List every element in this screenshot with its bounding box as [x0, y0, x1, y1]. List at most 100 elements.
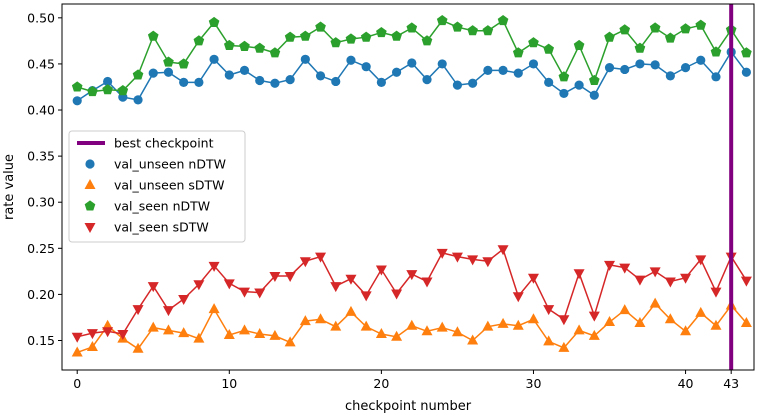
data-point-val_seen-sdtw	[619, 263, 631, 274]
data-point-val_unseen-ndtw	[391, 67, 402, 77]
data-point-val_unseen-sdtw	[710, 319, 722, 330]
data-point-val_seen-ndtw	[360, 31, 372, 42]
data-point-val_seen-sdtw	[664, 277, 676, 288]
data-point-val_seen-ndtw	[406, 22, 418, 33]
data-point-val_seen-sdtw	[604, 260, 616, 271]
data-point-val_seen-ndtw	[178, 58, 189, 69]
data-point-val_seen-sdtw	[193, 280, 205, 291]
data-point-val_unseen-ndtw	[270, 78, 280, 88]
data-point-val_unseen-ndtw	[103, 76, 113, 87]
data-point-val_unseen-ndtw	[483, 65, 493, 75]
data-point-val_unseen-ndtw	[285, 74, 295, 85]
data-point-val_seen-ndtw	[300, 30, 311, 41]
data-point-val_unseen-sdtw	[649, 297, 661, 308]
data-point-val_unseen-sdtw	[375, 328, 387, 339]
data-point-val_unseen-sdtw	[284, 336, 296, 347]
y-tick-label: 0.20	[27, 287, 55, 302]
data-point-val_unseen-ndtw	[620, 64, 630, 75]
data-point-val_unseen-ndtw	[133, 95, 143, 105]
data-point-val_unseen-ndtw	[209, 54, 219, 64]
data-point-val_unseen-ndtw	[696, 55, 706, 65]
data-point-val_seen-ndtw	[710, 46, 722, 57]
data-point-val_seen-ndtw	[117, 85, 129, 96]
data-point-val_seen-sdtw	[178, 295, 190, 306]
data-point-val_seen-sdtw	[345, 274, 357, 285]
data-point-val_seen-ndtw	[741, 47, 752, 58]
y-tick-label: 0.45	[27, 56, 55, 71]
legend-label-val_seen-ndtw: val_seen nDTW	[114, 199, 210, 214]
data-point-val_unseen-ndtw	[468, 78, 478, 88]
data-point-val_seen-sdtw	[299, 257, 311, 268]
data-point-val_unseen-sdtw	[86, 340, 98, 351]
data-point-val_unseen-sdtw	[330, 320, 342, 331]
data-point-val_seen-ndtw	[512, 47, 524, 58]
data-point-val_seen-ndtw	[269, 47, 281, 58]
data-point-val_unseen-ndtw	[239, 65, 250, 75]
data-point-val_seen-ndtw	[604, 31, 615, 42]
data-point-val_unseen-sdtw	[315, 313, 327, 324]
data-point-val_unseen-sdtw	[193, 332, 205, 343]
data-point-val_seen-sdtw	[634, 275, 646, 286]
data-point-val_seen-sdtw	[223, 279, 235, 290]
data-point-val_seen-ndtw	[497, 14, 509, 26]
data-point-val_unseen-ndtw	[72, 96, 82, 106]
data-point-val_seen-sdtw	[269, 271, 281, 282]
data-point-val_unseen-sdtw	[102, 319, 114, 330]
data-point-val_seen-ndtw	[193, 35, 205, 46]
data-point-val_seen-ndtw	[102, 84, 113, 95]
data-point-val_seen-sdtw	[86, 329, 98, 340]
data-point-val_seen-ndtw	[223, 39, 235, 51]
data-point-val_unseen-sdtw	[269, 329, 281, 340]
data-point-val_seen-ndtw	[665, 32, 676, 43]
data-point-val_unseen-sdtw	[345, 305, 357, 316]
data-point-val_seen-ndtw	[543, 43, 555, 54]
data-point-val_unseen-sdtw	[239, 324, 251, 335]
data-point-val_seen-sdtw	[710, 287, 722, 298]
data-point-val_seen-ndtw	[680, 23, 691, 34]
data-point-val_unseen-sdtw	[634, 316, 646, 327]
x-tick-label: 30	[526, 376, 542, 391]
data-point-val_unseen-sdtw	[680, 325, 692, 336]
data-point-val_seen-sdtw	[315, 252, 327, 263]
data-point-val_unseen-ndtw	[650, 60, 660, 70]
data-point-val_unseen-sdtw	[588, 329, 600, 340]
data-point-val_unseen-ndtw	[422, 74, 432, 85]
data-point-val_unseen-sdtw	[208, 303, 220, 314]
y-tick-label: 0.25	[27, 241, 55, 256]
plot-area	[71, 4, 752, 370]
data-point-val_unseen-ndtw	[544, 77, 554, 87]
legend-handle-val_unseen-ndtw	[85, 159, 95, 169]
data-point-val_seen-sdtw	[254, 288, 266, 299]
legend-handle-val_seen-sdtw	[84, 223, 96, 233]
legend-handle-val_seen-ndtw	[84, 200, 96, 211]
data-point-val_seen-ndtw	[482, 25, 494, 36]
data-point-val_seen-sdtw	[406, 270, 418, 281]
data-point-val_seen-ndtw	[649, 22, 661, 33]
data-point-val_unseen-ndtw	[331, 76, 341, 87]
data-point-val_seen-sdtw	[330, 282, 342, 293]
data-point-val_unseen-ndtw	[498, 65, 508, 75]
data-point-val_seen-ndtw	[558, 71, 570, 82]
data-point-val_seen-sdtw	[482, 257, 494, 268]
data-point-val_unseen-ndtw	[315, 71, 326, 81]
data-point-val_seen-ndtw	[330, 37, 342, 48]
data-point-val_seen-sdtw	[360, 291, 372, 302]
data-point-val_unseen-ndtw	[194, 77, 204, 87]
data-point-val_unseen-sdtw	[436, 321, 448, 332]
data-point-val_unseen-sdtw	[223, 328, 235, 339]
data-point-val_unseen-sdtw	[391, 330, 403, 341]
data-point-val_unseen-sdtw	[147, 321, 159, 332]
data-point-val_unseen-sdtw	[360, 320, 372, 331]
x-tick-label: 20	[373, 376, 389, 391]
y-tick-label: 0.30	[27, 195, 55, 210]
data-point-val_unseen-sdtw	[558, 341, 570, 352]
data-point-val_seen-sdtw	[375, 265, 387, 276]
data-point-val_unseen-sdtw	[543, 335, 555, 346]
data-point-val_seen-ndtw	[315, 21, 326, 32]
data-point-val_seen-sdtw	[527, 273, 539, 284]
data-point-val_seen-ndtw	[147, 30, 159, 41]
data-point-val_unseen-sdtw	[482, 320, 494, 331]
x-tick-label: 40	[678, 376, 694, 391]
